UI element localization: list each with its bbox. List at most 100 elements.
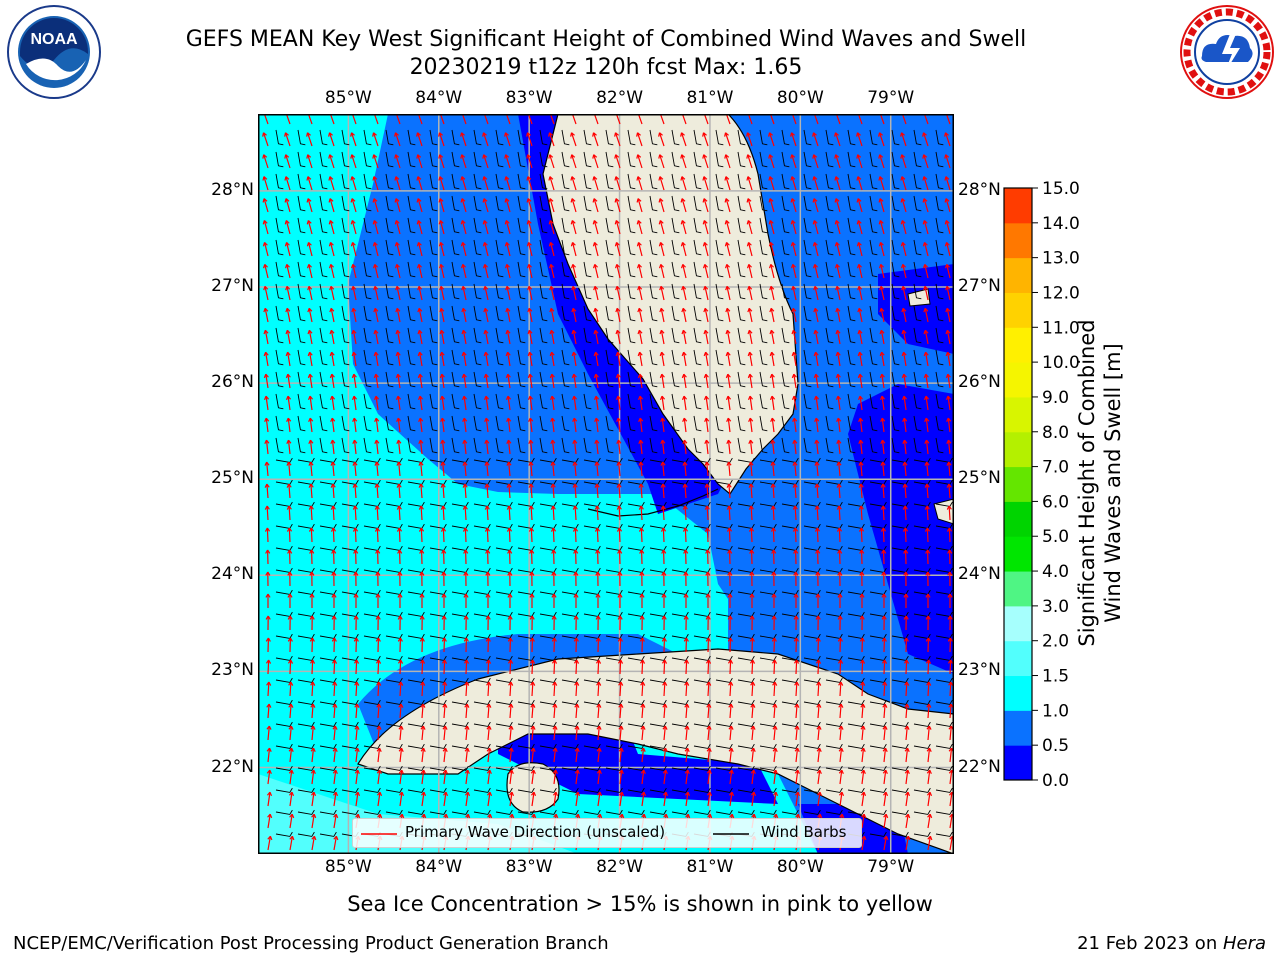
wave-arrow-head: [902, 483, 908, 488]
wave-arrow-head: [551, 637, 557, 642]
wind-barb: [671, 173, 680, 190]
wave-arrow: [441, 396, 445, 411]
wave-arrow: [593, 242, 599, 257]
wave-arrow-head: [461, 351, 467, 357]
wind-barb: [341, 173, 350, 190]
map-canvas[interactable]: [258, 114, 954, 854]
wave-arrow: [927, 792, 931, 807]
wave-arrow: [925, 352, 929, 367]
wave-arrow: [331, 374, 335, 389]
wave-arrow: [526, 132, 533, 147]
wind-barb: [869, 349, 878, 366]
wave-arrow: [571, 176, 577, 191]
wave-arrow: [263, 198, 269, 213]
wind-barb: [539, 393, 548, 410]
wave-arrow: [420, 527, 423, 543]
wave-arrow: [792, 330, 797, 345]
wind-barb: [605, 239, 614, 256]
wave-arrow-head: [768, 263, 774, 269]
wave-arrow-head: [285, 307, 291, 313]
colorbar-tick-label: 4.0: [1042, 562, 1069, 582]
wave-arrow-head: [639, 637, 645, 642]
map-border: [258, 114, 954, 854]
wave-arrow-head: [926, 703, 932, 708]
wave-arrow-head: [835, 373, 841, 379]
wave-arrow: [725, 176, 731, 191]
wind-barb: [473, 195, 482, 212]
wave-arrow: [746, 132, 753, 147]
wave-arrow-head: [351, 307, 357, 313]
wind-barb: [825, 305, 834, 322]
wave-arrow: [421, 659, 424, 675]
wind-barb: [517, 261, 526, 278]
wave-arrow: [373, 220, 379, 235]
wave-arrow: [927, 726, 930, 741]
wave-arrow-head: [683, 659, 690, 664]
wave-arrow: [927, 770, 931, 785]
wave-arrow-head: [882, 725, 888, 730]
wind-barb: [495, 283, 504, 300]
wave-arrow-head: [507, 615, 513, 620]
wave-arrow-head: [880, 417, 886, 423]
wave-arrow-head: [549, 395, 556, 401]
wind-barb: [473, 457, 491, 463]
wave-arrow-head: [328, 154, 334, 159]
wave-arrow-head: [640, 703, 646, 708]
lat-tick-label: 25°N: [958, 468, 1001, 489]
wave-arrow: [374, 308, 379, 323]
wave-arrow: [329, 176, 335, 191]
wave-arrow-head: [772, 769, 778, 775]
wave-arrow-head: [858, 439, 864, 444]
wave-arrow: [946, 330, 951, 345]
wave-arrow: [614, 132, 621, 147]
wave-arrow-head: [615, 307, 621, 313]
wave-arrow-head: [438, 242, 444, 247]
wave-arrow-head: [442, 747, 448, 752]
wave-arrow-head: [750, 769, 756, 775]
wave-arrow-head: [552, 703, 558, 708]
wave-arrow-head: [771, 637, 777, 642]
colorbar-swatch: [1004, 710, 1032, 746]
wave-arrow-head: [947, 615, 953, 620]
wave-arrow-head: [419, 659, 426, 664]
wave-arrow-head: [482, 132, 487, 137]
wave-arrow: [927, 836, 931, 851]
wind-barb: [935, 327, 944, 344]
wave-arrow: [927, 681, 930, 697]
wave-arrow: [465, 770, 469, 785]
wind-barb: [319, 457, 337, 463]
wave-arrow-head: [373, 373, 379, 379]
wave-arrow: [396, 286, 401, 301]
wave-arrow: [376, 527, 379, 543]
wave-arrow-head: [813, 395, 820, 401]
wave-arrow: [795, 726, 798, 741]
wave-arrow-head: [353, 593, 359, 598]
wave-arrow: [637, 242, 643, 257]
wave-arrow-head: [262, 132, 267, 137]
wave-arrow-head: [509, 813, 515, 819]
wave-arrow: [311, 836, 315, 851]
wind-barb: [781, 349, 790, 366]
wave-arrow-head: [902, 461, 908, 466]
wave-arrow: [639, 440, 643, 455]
wind-barb: [605, 393, 614, 410]
wind-barb: [363, 327, 372, 344]
wave-arrow: [288, 483, 291, 499]
wave-arrow: [549, 198, 555, 213]
wind-barb: [627, 305, 636, 322]
wind-barb: [495, 677, 513, 683]
wave-arrow-head: [482, 242, 488, 247]
wind-barb: [693, 283, 702, 300]
wind-barb: [385, 195, 394, 212]
wave-arrow-head: [265, 549, 271, 554]
wave-arrow: [682, 264, 687, 279]
wave-arrow-head: [658, 154, 664, 159]
wave-arrow: [442, 462, 445, 477]
wave-arrow-head: [463, 593, 469, 598]
wind-barb: [539, 765, 557, 771]
wind-barb: [693, 809, 711, 815]
wave-arrow-head: [724, 242, 730, 247]
wave-arrow: [439, 242, 445, 257]
wave-arrow-head: [705, 659, 712, 664]
wind-barb: [539, 437, 548, 454]
